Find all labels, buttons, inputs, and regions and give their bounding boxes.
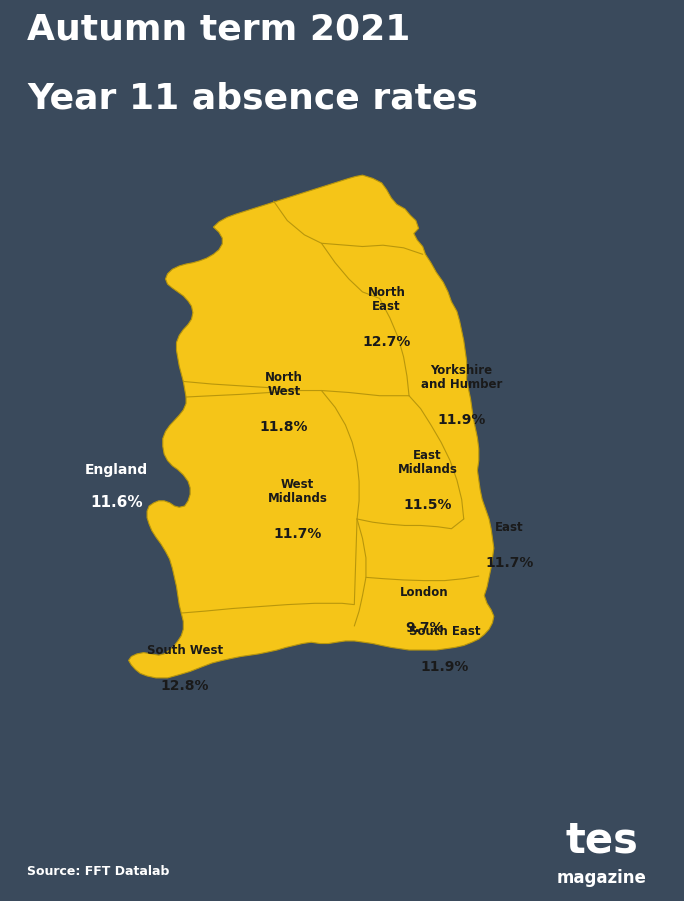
Text: North
East: North East xyxy=(367,287,406,314)
Text: East: East xyxy=(495,521,524,534)
Text: North
West: North West xyxy=(265,370,303,397)
Text: 11.7%: 11.7% xyxy=(274,527,321,541)
Text: Autumn term 2021: Autumn term 2021 xyxy=(27,13,410,47)
Text: 12.7%: 12.7% xyxy=(363,335,410,350)
Text: West
Midlands: West Midlands xyxy=(267,478,328,505)
Text: South West: South West xyxy=(146,644,223,657)
Text: London: London xyxy=(399,586,449,599)
Text: 11.9%: 11.9% xyxy=(421,660,469,674)
Text: 11.9%: 11.9% xyxy=(438,414,486,427)
Polygon shape xyxy=(129,175,494,678)
Text: Source: FFT Datalab: Source: FFT Datalab xyxy=(27,866,170,878)
Text: East
Midlands: East Midlands xyxy=(397,449,458,476)
Text: Year 11 absence rates: Year 11 absence rates xyxy=(27,81,478,115)
Text: 11.7%: 11.7% xyxy=(486,556,534,570)
Text: magazine: magazine xyxy=(557,869,647,887)
Text: Yorkshire
and Humber: Yorkshire and Humber xyxy=(421,364,502,391)
Text: 9.7%: 9.7% xyxy=(405,621,443,635)
Text: 11.5%: 11.5% xyxy=(404,497,451,512)
Text: 11.6%: 11.6% xyxy=(90,496,142,510)
Text: 11.8%: 11.8% xyxy=(260,420,308,433)
Text: England: England xyxy=(85,463,148,478)
Text: 12.8%: 12.8% xyxy=(161,679,209,693)
Text: South East: South East xyxy=(409,624,480,638)
Text: tes: tes xyxy=(566,820,638,862)
